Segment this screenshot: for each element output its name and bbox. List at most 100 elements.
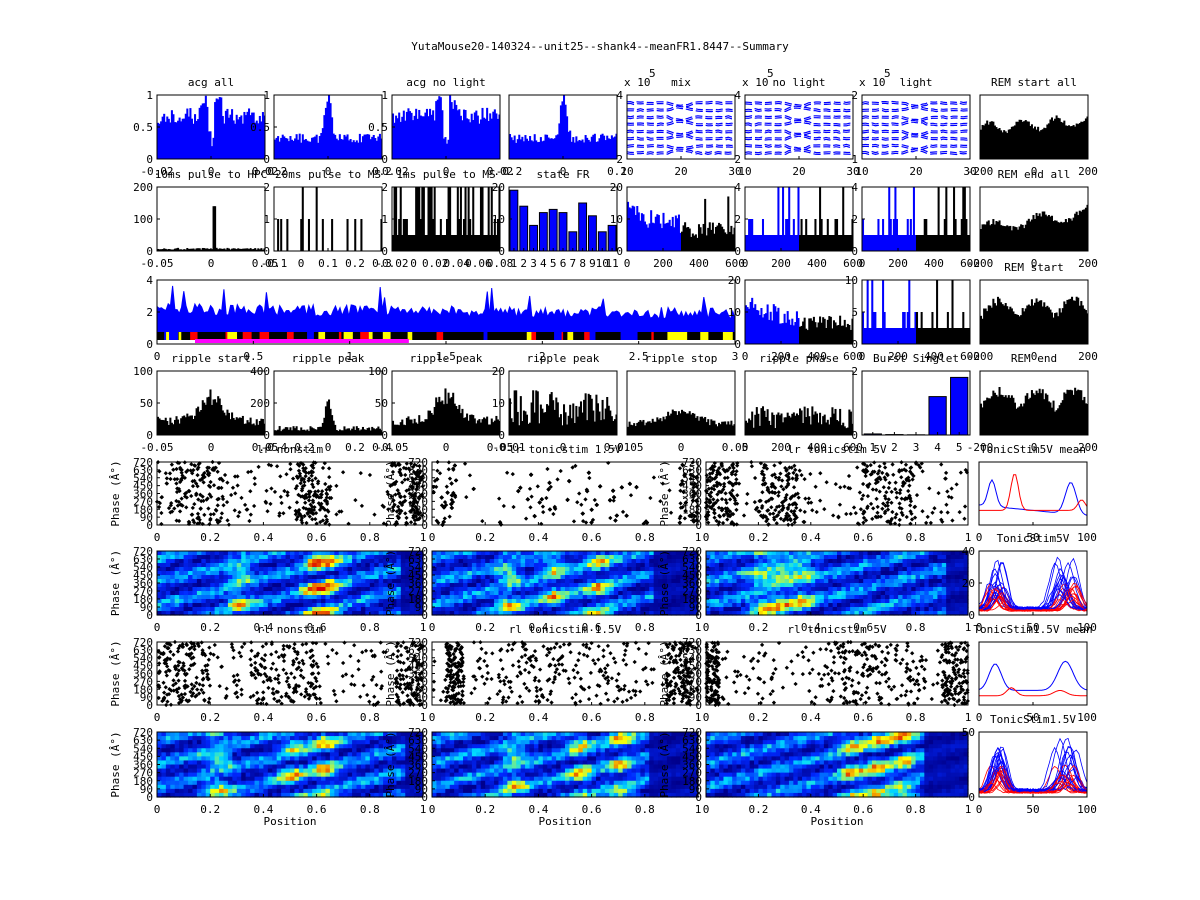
hist-bar <box>909 328 912 344</box>
heat-cell <box>174 551 180 556</box>
hist-bar <box>1055 115 1058 159</box>
heat-cell <box>241 599 247 604</box>
hist-bar <box>878 328 882 344</box>
hist-bar <box>395 187 398 251</box>
hist-bar <box>763 410 766 435</box>
spike-marker <box>838 485 843 490</box>
heat-cell <box>236 591 242 596</box>
heat-cell <box>334 603 340 608</box>
heat-cell <box>360 583 366 588</box>
hist-bar <box>820 219 823 251</box>
hist-bar <box>980 229 983 251</box>
hist-bar <box>981 407 984 435</box>
spike-marker <box>318 492 324 497</box>
spike-marker <box>442 516 447 521</box>
heat-cell <box>236 579 242 584</box>
panel-title: lr nonstim <box>257 443 324 456</box>
heat-cell <box>347 575 353 580</box>
y-tick-label: 4 <box>734 181 741 194</box>
waveform-trace-inner <box>744 102 854 107</box>
heat-cell <box>396 567 402 572</box>
hist-bar <box>311 137 314 159</box>
spike-marker <box>752 500 757 505</box>
heat-cell <box>378 571 384 576</box>
spike-marker <box>277 513 282 518</box>
heat-cell <box>298 607 304 612</box>
spike-marker <box>545 466 550 472</box>
spike-marker <box>288 467 293 472</box>
plot-frame <box>861 370 971 436</box>
hist-bar <box>1078 305 1081 344</box>
heat-cell <box>276 555 282 560</box>
heat-cell <box>356 555 362 560</box>
heat-cell <box>400 583 406 588</box>
hist-bar <box>730 420 733 435</box>
heat-cell <box>360 555 366 560</box>
heat-cell <box>338 595 344 600</box>
heat-cell <box>232 571 238 576</box>
hist-bar <box>894 328 897 344</box>
hist-bar <box>237 418 240 435</box>
spike-marker <box>408 509 413 514</box>
spike-marker <box>211 483 217 488</box>
heat-cell <box>196 599 202 604</box>
hist-bar <box>645 422 648 435</box>
y-tick-label: 630 <box>133 464 153 477</box>
hist-bar <box>1021 406 1024 435</box>
heat-cell <box>445 563 451 568</box>
hist-bar <box>301 134 304 159</box>
spike-marker <box>771 511 776 516</box>
heat-cell <box>369 571 375 576</box>
heat-cell <box>374 583 380 588</box>
heat-cell <box>201 559 207 564</box>
heat-cell <box>489 571 495 576</box>
hist-bar <box>1027 304 1030 344</box>
hist-bar <box>905 235 908 251</box>
heat-cell <box>343 559 349 564</box>
hist-bar <box>186 108 189 159</box>
state-segment <box>407 332 413 340</box>
hist-bar <box>718 222 721 251</box>
hist-bar <box>1006 306 1009 344</box>
heat-cell <box>236 551 242 556</box>
heat-cell <box>210 607 216 612</box>
hist-bar <box>647 227 650 251</box>
heat-cell <box>183 583 189 588</box>
heat-cell <box>360 595 366 600</box>
spike-marker <box>310 478 315 483</box>
hist-bar <box>998 220 1001 251</box>
hist-bar <box>607 138 610 159</box>
spike-marker <box>414 500 419 505</box>
hist-bar <box>817 422 820 435</box>
spike-marker <box>176 518 182 524</box>
hist-bar <box>892 219 895 251</box>
heat-cell <box>476 579 482 584</box>
spike-marker <box>401 465 407 470</box>
hist-bar <box>300 219 303 251</box>
hist-bar <box>206 106 209 159</box>
hist-bar <box>929 235 932 251</box>
heat-cell <box>449 607 455 612</box>
hist-bar <box>1047 307 1050 344</box>
spike-marker <box>221 503 226 508</box>
hist-bar <box>595 394 598 435</box>
heat-cell <box>360 571 366 576</box>
hist-bar <box>509 134 512 159</box>
heat-cell <box>236 603 242 608</box>
hist-bar <box>1023 403 1026 435</box>
hist-bar <box>207 131 210 159</box>
hist-bar <box>169 417 172 435</box>
spike-marker <box>447 476 453 481</box>
heat-cell <box>343 591 349 596</box>
spike-marker <box>865 494 871 499</box>
heat-cell <box>312 607 318 612</box>
hist-bar <box>1017 229 1020 251</box>
spike-marker <box>174 498 179 504</box>
heat-cell <box>321 587 327 592</box>
hist-bar <box>849 411 852 435</box>
plot-frame <box>979 279 1089 345</box>
heat-cell <box>276 563 282 568</box>
heat-cell <box>356 579 362 584</box>
hist-bar <box>536 391 539 435</box>
heat-cell <box>449 595 455 600</box>
